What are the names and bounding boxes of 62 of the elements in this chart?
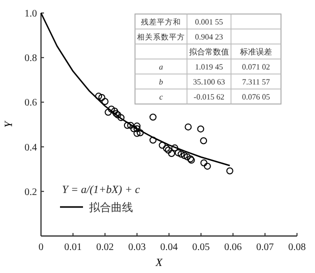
x-tick-label: 0.02 — [96, 242, 114, 253]
annotation: -0.015 62 — [194, 92, 224, 102]
point — [136, 129, 144, 136]
point — [98, 94, 106, 102]
point — [178, 150, 185, 158]
x-tick-label: 0.05 — [192, 242, 210, 253]
point — [180, 152, 188, 159]
x-axis-title: X — [154, 257, 164, 269]
annotation: 1.019 45 — [195, 62, 223, 72]
point — [200, 137, 208, 144]
x-tick-label: 0.07 — [256, 242, 274, 253]
point — [164, 146, 172, 154]
point — [127, 122, 134, 129]
x-tick-label: 0.01 — [64, 242, 82, 253]
annotation: b — [159, 78, 163, 86]
point — [162, 144, 170, 152]
point — [200, 159, 208, 166]
point — [150, 136, 156, 144]
point — [204, 162, 211, 170]
annotation: 35.100 63 — [193, 78, 225, 86]
point — [95, 92, 102, 100]
y-tick-label: 0.2 — [24, 186, 37, 198]
annotation: 0.076 05 — [242, 92, 270, 102]
point — [102, 98, 108, 106]
point — [226, 167, 234, 174]
point — [124, 122, 131, 129]
x-tick-label: 0.03 — [128, 242, 146, 253]
point — [111, 108, 118, 115]
annotation: 0.071 02 — [242, 62, 270, 72]
x-tick-label: 0.04 — [160, 242, 178, 253]
point — [184, 123, 192, 130]
point — [197, 125, 204, 132]
y-tick-label: 0.6 — [24, 98, 37, 109]
point — [174, 149, 182, 156]
annotation: c — [159, 92, 164, 102]
x-tick-label: 0.06 — [224, 242, 242, 253]
annotation: Y = a/(1+bX) + c — [62, 184, 140, 196]
point — [134, 125, 140, 132]
point — [104, 108, 112, 116]
point — [184, 153, 191, 160]
point — [168, 150, 176, 157]
y-axis-title: Y — [3, 120, 15, 128]
point — [130, 125, 138, 132]
point — [158, 142, 166, 149]
y-tick-label: 0.8 — [24, 53, 37, 64]
annotation: 7.311 57 — [242, 78, 270, 86]
point — [118, 114, 124, 122]
annotation: 0.904 23 — [195, 32, 223, 42]
annotation: 拟合常数值 — [189, 48, 229, 56]
annotation: 0.001 55 — [195, 18, 223, 26]
point — [134, 122, 140, 130]
point — [134, 130, 140, 137]
point — [150, 114, 156, 121]
annotation: 标准误差 — [239, 48, 272, 56]
legend-label: 拟合曲线 — [89, 201, 133, 214]
point — [171, 144, 178, 152]
annotation: a — [159, 62, 163, 72]
x-tick-label: 0 — [38, 242, 44, 253]
y-tick-label: 1.0 — [24, 8, 37, 20]
y-tick-label: 0.4 — [24, 142, 37, 154]
x-tick-label: 0.08 — [288, 242, 306, 253]
point — [108, 106, 115, 113]
